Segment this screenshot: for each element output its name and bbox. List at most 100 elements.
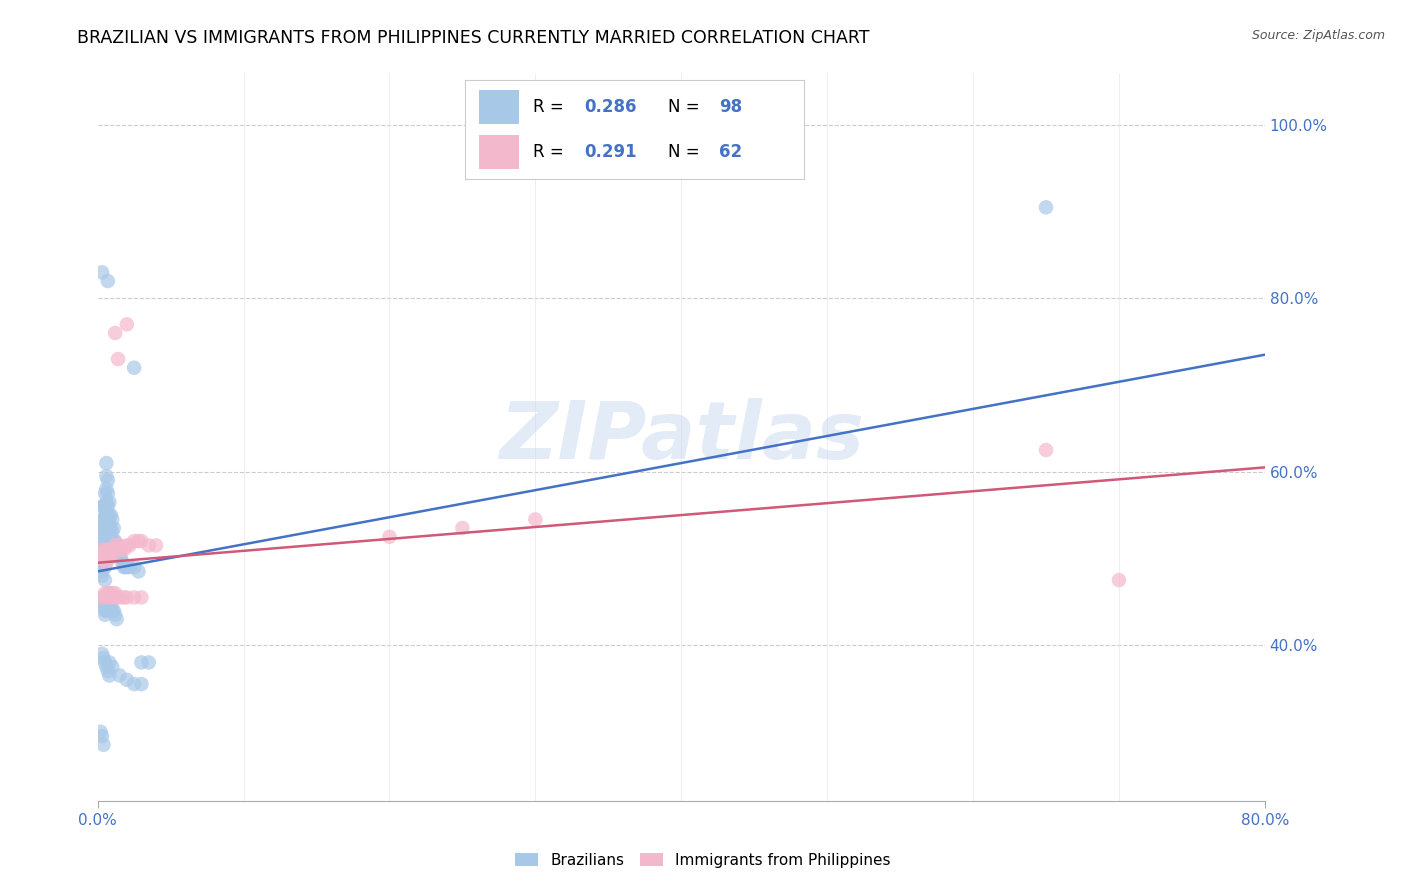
Point	[107, 542, 129, 557]
Point	[93, 738, 115, 752]
Point	[98, 508, 121, 522]
Point	[91, 647, 114, 661]
Point	[91, 591, 114, 605]
Point	[91, 591, 114, 605]
Point	[91, 521, 114, 535]
Point	[98, 495, 121, 509]
Point	[145, 538, 167, 552]
Point	[107, 538, 129, 552]
Point	[115, 560, 138, 574]
Point	[114, 560, 136, 574]
Point	[1035, 200, 1057, 214]
Point	[1035, 443, 1057, 458]
Point	[122, 560, 145, 574]
Point	[122, 677, 145, 691]
Point	[96, 551, 118, 566]
Point	[101, 525, 124, 540]
Point	[93, 651, 115, 665]
Point	[451, 521, 474, 535]
Point	[91, 547, 114, 561]
Point	[118, 538, 141, 552]
Point	[90, 560, 112, 574]
Point	[97, 512, 120, 526]
Point	[101, 542, 124, 557]
Point	[97, 591, 120, 605]
Point	[122, 534, 145, 549]
Point	[112, 591, 135, 605]
Point	[138, 538, 160, 552]
Point	[97, 542, 120, 557]
Point	[96, 660, 118, 674]
Text: ZIPatlas: ZIPatlas	[499, 398, 863, 476]
Point	[97, 586, 120, 600]
Point	[105, 591, 128, 605]
Point	[94, 525, 117, 540]
Point	[94, 486, 117, 500]
Point	[91, 551, 114, 566]
Point	[96, 547, 118, 561]
Point	[108, 591, 131, 605]
Point	[94, 547, 117, 561]
Point	[91, 542, 114, 557]
Point	[91, 512, 114, 526]
Point	[91, 729, 114, 743]
Point	[131, 591, 153, 605]
Point	[96, 495, 118, 509]
Point	[90, 547, 112, 561]
Point	[122, 591, 145, 605]
Point	[91, 547, 114, 561]
Point	[101, 586, 124, 600]
Point	[93, 599, 115, 613]
Point	[128, 534, 150, 549]
Point	[93, 521, 115, 535]
Point	[98, 521, 121, 535]
Point	[131, 677, 153, 691]
Point	[94, 500, 117, 514]
Point	[138, 656, 160, 670]
Point	[97, 500, 120, 514]
Point	[94, 656, 117, 670]
Point	[103, 542, 125, 557]
Point	[90, 547, 112, 561]
Point	[91, 538, 114, 552]
Point	[93, 551, 115, 566]
Point	[93, 595, 115, 609]
Point	[100, 521, 122, 535]
Point	[100, 547, 122, 561]
Point	[90, 551, 112, 566]
Point	[94, 573, 117, 587]
Point	[93, 512, 115, 526]
Point	[98, 547, 121, 561]
Point	[98, 551, 121, 566]
Point	[91, 568, 114, 582]
Point	[94, 603, 117, 617]
Point	[91, 500, 114, 514]
Point	[131, 656, 153, 670]
Point	[112, 560, 135, 574]
Point	[90, 551, 112, 566]
Point	[93, 547, 115, 561]
Point	[98, 668, 121, 682]
Point	[107, 352, 129, 367]
Point	[90, 724, 112, 739]
Point	[111, 556, 134, 570]
Point	[96, 508, 118, 522]
Legend: Brazilians, Immigrants from Philippines: Brazilians, Immigrants from Philippines	[508, 845, 898, 875]
Point	[108, 547, 131, 561]
Point	[96, 591, 118, 605]
Point	[112, 542, 135, 557]
Point	[98, 603, 121, 617]
Point	[97, 664, 120, 678]
Point	[108, 538, 131, 552]
Point	[97, 474, 120, 488]
Point	[94, 560, 117, 574]
Point	[100, 542, 122, 557]
Point	[101, 603, 124, 617]
Point	[98, 595, 121, 609]
Point	[103, 603, 125, 617]
Point	[100, 508, 122, 522]
Point	[105, 538, 128, 552]
Point	[131, 534, 153, 549]
Point	[115, 318, 138, 332]
Point	[96, 456, 118, 470]
